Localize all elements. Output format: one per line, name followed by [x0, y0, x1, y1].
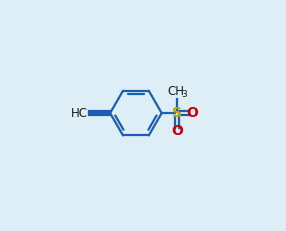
Text: O: O	[171, 124, 183, 137]
Text: 3: 3	[181, 90, 187, 99]
Text: S: S	[172, 106, 182, 120]
Text: HC: HC	[71, 106, 88, 120]
Text: O: O	[186, 106, 198, 120]
Text: CH: CH	[167, 85, 184, 98]
